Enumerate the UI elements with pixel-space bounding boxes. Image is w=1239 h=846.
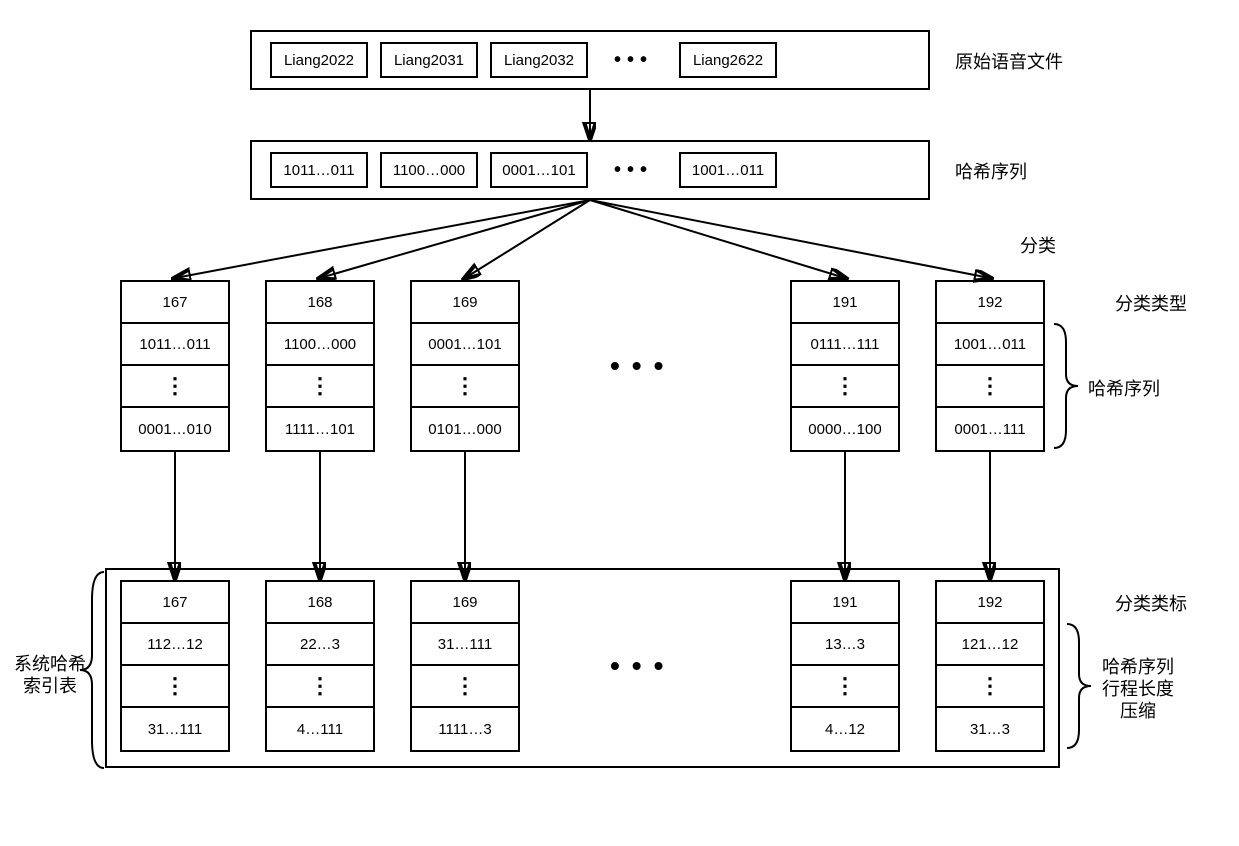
col-top: 169 0001…101 ⋮ 0101…000 (410, 280, 520, 452)
col-head: 169 (412, 282, 518, 324)
col-val: 1100…000 (267, 324, 373, 366)
col-val: 0001…111 (937, 408, 1043, 450)
col-val: 1001…011 (937, 324, 1043, 366)
hash-cell: 1011…011 (270, 152, 368, 188)
col-val: 1111…101 (267, 408, 373, 450)
index-table-box (105, 568, 1060, 768)
col-bottom: 191 13…3 ⋮ 4…12 (790, 580, 900, 752)
row-original-files: Liang2022 Liang2031 Liang2032 ••• Liang2… (250, 30, 930, 90)
col-top: 167 1011…011 ⋮ 0001…010 (120, 280, 230, 452)
col-val: 22…3 (267, 624, 373, 666)
col-val: 31…3 (937, 708, 1043, 750)
col-head: 169 (412, 582, 518, 624)
label-index-l2: 索引表 (10, 672, 90, 698)
ellipsis: ⋮ (122, 666, 228, 708)
col-top: 192 1001…011 ⋮ 0001…111 (935, 280, 1045, 452)
hash-cell: 1001…011 (679, 152, 777, 188)
col-val: 31…111 (412, 624, 518, 666)
col-top: 191 0111…111 ⋮ 0000…100 (790, 280, 900, 452)
col-bottom: 167 112…12 ⋮ 31…111 (120, 580, 230, 752)
col-head: 192 (937, 282, 1043, 324)
col-head: 168 (267, 582, 373, 624)
col-val: 4…111 (267, 708, 373, 750)
file-cell: Liang2022 (270, 42, 368, 78)
ellipsis: ⋮ (267, 666, 373, 708)
col-val: 0101…000 (412, 408, 518, 450)
col-val: 1111…3 (412, 708, 518, 750)
col-head: 168 (267, 282, 373, 324)
col-val: 31…111 (122, 708, 228, 750)
col-bottom: 192 121…12 ⋮ 31…3 (935, 580, 1045, 752)
ellipsis: ••• (610, 350, 675, 382)
ellipsis: ••• (610, 650, 675, 682)
file-cell: Liang2032 (490, 42, 588, 78)
col-val: 0111…111 (792, 324, 898, 366)
label-classify: 分类 (1020, 232, 1056, 258)
col-head: 191 (792, 282, 898, 324)
col-bottom: 169 31…111 ⋮ 1111…3 (410, 580, 520, 752)
file-cell: Liang2622 (679, 42, 777, 78)
ellipsis: ⋮ (937, 366, 1043, 408)
col-val: 112…12 (122, 624, 228, 666)
brace-hash-seq (1052, 322, 1082, 450)
brace-rle (1065, 622, 1095, 750)
ellipsis: ⋮ (412, 666, 518, 708)
ellipsis: ••• (614, 49, 653, 72)
diagram-root: Liang2022 Liang2031 Liang2032 ••• Liang2… (20, 20, 1219, 826)
col-top: 168 1100…000 ⋮ 1111…101 (265, 280, 375, 452)
ellipsis: ⋮ (792, 666, 898, 708)
col-val: 121…12 (937, 624, 1043, 666)
file-cell: Liang2031 (380, 42, 478, 78)
ellipsis: ⋮ (412, 366, 518, 408)
col-head: 167 (122, 582, 228, 624)
label-rle-l3: 压缩 (1120, 697, 1156, 723)
col-val: 0001…101 (412, 324, 518, 366)
ellipsis: ⋮ (937, 666, 1043, 708)
label-class-type: 分类类型 (1115, 290, 1187, 316)
hash-cell: 1100…000 (380, 152, 478, 188)
col-val: 0000…100 (792, 408, 898, 450)
ellipsis: ⋮ (792, 366, 898, 408)
label-original-files: 原始语音文件 (955, 48, 1063, 74)
label-hash-seq-col: 哈希序列 (1088, 375, 1160, 401)
label-hash-seq: 哈希序列 (955, 158, 1027, 184)
col-val: 13…3 (792, 624, 898, 666)
row-hash-seq: 1011…011 1100…000 0001…101 ••• 1001…011 (250, 140, 930, 200)
col-val: 4…12 (792, 708, 898, 750)
col-head: 167 (122, 282, 228, 324)
col-head: 192 (937, 582, 1043, 624)
col-val: 0001…010 (122, 408, 228, 450)
label-class-label: 分类类标 (1115, 590, 1187, 616)
ellipsis: ⋮ (267, 366, 373, 408)
ellipsis: ••• (614, 159, 653, 182)
hash-cell: 0001…101 (490, 152, 588, 188)
col-head: 191 (792, 582, 898, 624)
col-val: 1011…011 (122, 324, 228, 366)
col-bottom: 168 22…3 ⋮ 4…111 (265, 580, 375, 752)
ellipsis: ⋮ (122, 366, 228, 408)
